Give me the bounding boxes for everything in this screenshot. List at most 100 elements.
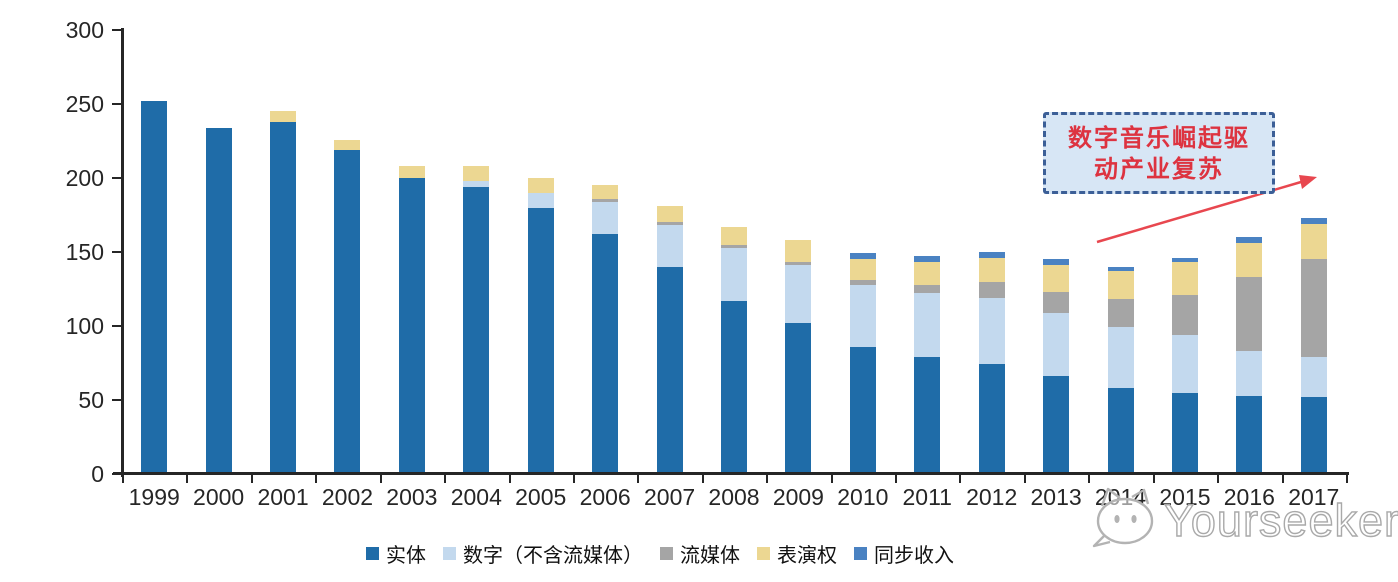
x-axis-tick — [508, 475, 511, 483]
x-axis-label: 2001 — [257, 484, 309, 510]
x-axis-tick — [186, 475, 189, 483]
bar-segment-2006 — [592, 198, 619, 202]
bar-segment-2015 — [1171, 392, 1198, 474]
legend-label: 流媒体 — [680, 543, 740, 567]
x-axis-label: 2010 — [837, 484, 889, 510]
y-axis-label: 150 — [65, 239, 104, 265]
y-axis-label: 200 — [65, 165, 104, 191]
x-axis-label: 2007 — [643, 484, 696, 510]
x-axis-label: 2016 — [1223, 484, 1275, 510]
bar-segment-2007 — [656, 225, 683, 267]
x-axis-label: 2002 — [321, 484, 374, 510]
bar-segment-2003 — [398, 166, 425, 178]
x-axis-tick — [637, 475, 640, 483]
bar-segment-2015 — [1171, 334, 1198, 393]
y-axis-tick — [112, 29, 122, 31]
bar-segment-2011 — [914, 256, 941, 263]
bar-segment-2010 — [849, 346, 876, 474]
bar-segment-2017 — [1300, 217, 1327, 224]
bar-segment-2009 — [785, 240, 812, 263]
x-axis-tick — [444, 475, 447, 483]
legend-item: 同步收入 — [854, 539, 954, 568]
x-axis-label: 2012 — [966, 484, 1018, 510]
bar-segment-2011 — [914, 357, 941, 474]
bar-segment-2000 — [205, 127, 232, 474]
bar-segment-2016 — [1236, 395, 1263, 474]
bar-segment-2010 — [849, 284, 876, 347]
bar-segment-2006 — [592, 234, 619, 474]
legend-label: 同步收入 — [874, 543, 954, 567]
x-axis-label: 2008 — [708, 484, 760, 510]
chart-legend: 实体 数字（不含流媒体） 流媒体 表演权 同步收入 — [366, 539, 954, 568]
bar-segment-1999 — [141, 101, 168, 474]
x-axis-line — [113, 472, 1349, 475]
x-axis-label: 2004 — [450, 484, 502, 510]
bar-segment-2010 — [849, 259, 876, 281]
x-axis-tick — [1023, 475, 1026, 483]
bar-segment-2014 — [1107, 299, 1134, 328]
y-axis-tick — [112, 177, 122, 179]
bar-segment-2004 — [463, 180, 490, 187]
bar-segment-2012 — [978, 364, 1005, 474]
legend-label: 数字（不含流媒体） — [463, 543, 643, 567]
bar-segment-2016 — [1236, 277, 1263, 352]
bar-segment-2004 — [463, 166, 490, 181]
bar-segment-2015 — [1171, 257, 1198, 263]
bar-segment-2009 — [785, 262, 812, 266]
bar-segment-2017 — [1300, 397, 1327, 474]
bar-segment-2010 — [849, 280, 876, 285]
x-axis-label: 2000 — [193, 484, 245, 510]
bar-segment-2014 — [1107, 271, 1134, 300]
y-axis-tick — [112, 473, 122, 475]
bar-segment-2001 — [270, 121, 297, 474]
legend-swatch-icon — [443, 547, 456, 560]
x-axis-tick — [895, 475, 898, 483]
bar-segment-2009 — [785, 265, 812, 324]
bar-segment-2007 — [656, 266, 683, 474]
y-axis-label: 300 — [65, 17, 104, 43]
bar-segment-2013 — [1043, 265, 1070, 292]
x-axis-label: 2014 — [1094, 484, 1147, 510]
bar-segment-2017 — [1300, 357, 1327, 398]
bar-segment-2004 — [463, 186, 490, 474]
legend-label: 表演权 — [777, 543, 837, 567]
bar-segment-2005 — [527, 178, 554, 193]
bar-segment-2017 — [1300, 223, 1327, 260]
x-axis-tick — [701, 475, 704, 483]
bar-segment-2015 — [1171, 262, 1198, 295]
x-axis-label: 1999 — [128, 484, 180, 510]
bar-segment-2002 — [334, 139, 361, 150]
bar-segment-2013 — [1043, 291, 1070, 313]
bar-segment-2003 — [398, 178, 425, 474]
annotation-line2: 动产业复苏 — [1094, 154, 1224, 183]
y-axis-tick — [112, 103, 122, 105]
y-axis-line — [121, 28, 124, 477]
bar-segment-2014 — [1107, 266, 1134, 272]
x-axis-label: 2006 — [579, 484, 631, 510]
bar-segment-2006 — [592, 185, 619, 199]
bar-segment-2005 — [527, 192, 554, 208]
y-axis-label: 50 — [78, 387, 104, 413]
bar-segment-2011 — [914, 293, 941, 358]
legend-swatch-icon — [660, 547, 673, 560]
legend-label: 实体 — [386, 543, 426, 567]
x-axis-tick — [766, 475, 769, 483]
bar-segment-2001 — [270, 111, 297, 122]
bar-segment-2016 — [1236, 237, 1263, 244]
bar-segment-2013 — [1043, 259, 1070, 266]
bar-segment-2012 — [978, 297, 1005, 365]
bar-segment-2005 — [527, 207, 554, 474]
legend-item: 数字（不含流媒体） — [443, 539, 643, 568]
legend-swatch-icon — [366, 547, 379, 560]
legend-item: 表演权 — [757, 539, 837, 568]
bar-segment-2011 — [914, 262, 941, 285]
x-axis-tick — [1346, 475, 1348, 483]
x-axis-tick — [1281, 475, 1284, 483]
bar-segment-2002 — [334, 149, 361, 474]
x-axis-tick — [122, 475, 124, 483]
bar-segment-2014 — [1107, 327, 1134, 389]
x-axis-label: 2013 — [1030, 484, 1082, 510]
x-axis-tick — [572, 475, 575, 483]
y-axis-tick — [112, 325, 122, 327]
